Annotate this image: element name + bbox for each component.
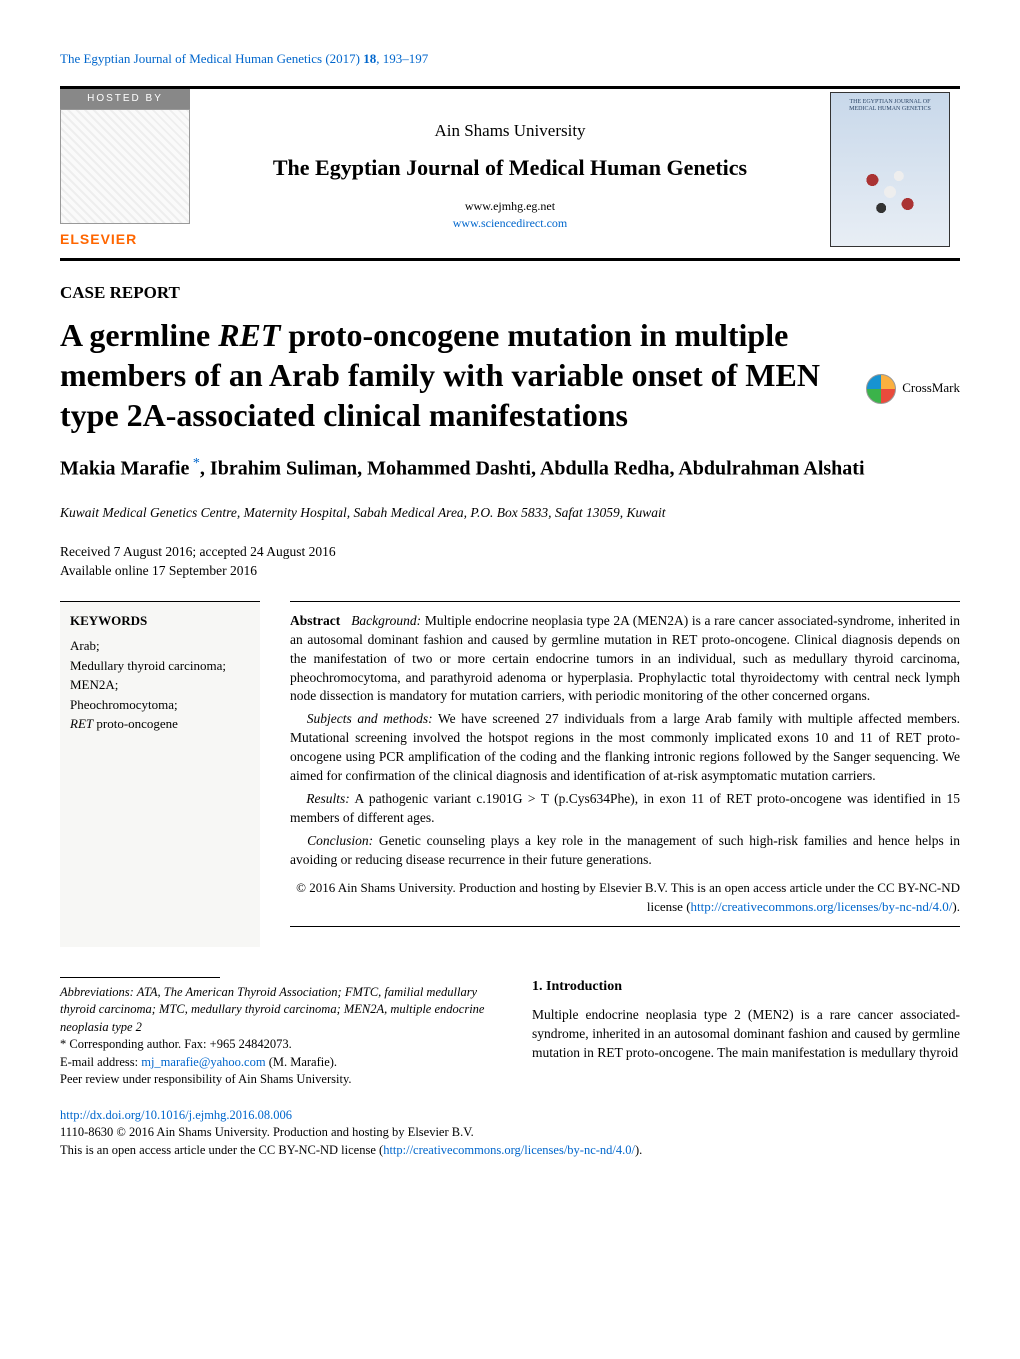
footer-license-link[interactable]: http://creativecommons.org/licenses/by-n… (383, 1143, 635, 1157)
abstract-copyright: © 2016 Ain Shams University. Production … (290, 879, 960, 915)
university-name: Ain Shams University (210, 119, 810, 143)
journal-cover-thumbnail: THE EGYPTIAN JOURNAL OF MEDICAL HUMAN GE… (830, 92, 950, 247)
abstract-label: Abstract (290, 613, 340, 628)
abstract-column: Abstract Background: Multiple endocrine … (290, 601, 960, 947)
peer-review-note: Peer review under responsibility of Ain … (60, 1071, 492, 1089)
cover-column: THE EGYPTIAN JOURNAL OF MEDICAL HUMAN GE… (830, 92, 960, 247)
open-access-line: This is an open access article under the… (60, 1143, 642, 1157)
article-dates: Received 7 August 2016; accepted 24 Augu… (60, 543, 960, 581)
page-footer: http://dx.doi.org/10.1016/j.ejmhg.2016.0… (60, 1107, 960, 1160)
conclusion-label: Conclusion: (307, 833, 373, 848)
keywords-heading: KEYWORDS (70, 612, 250, 630)
license-link[interactable]: http://creativecommons.org/licenses/by-n… (691, 899, 953, 914)
email-link[interactable]: mj_marafie@yahoo.com (141, 1055, 265, 1069)
issn-line: 1110-8630 © 2016 Ain Shams University. P… (60, 1125, 474, 1139)
conclusion-text: Genetic counseling plays a key role in t… (290, 833, 960, 867)
intro-text: Multiple endocrine neoplasia type 2 (MEN… (532, 1006, 960, 1063)
corresp-marker[interactable]: * (189, 456, 200, 471)
affiliation: Kuwait Medical Genetics Centre, Maternit… (60, 504, 960, 523)
journal-urls: www.ejmhg.eg.net www.sciencedirect.com (210, 198, 810, 232)
citation-line: The Egyptian Journal of Medical Human Ge… (60, 50, 960, 68)
keywords-list: Arab;Medullary thyroid carcinoma;MEN2A;P… (70, 636, 250, 734)
hosted-by-label: HOSTED BY (60, 89, 190, 109)
journal-name: The Egyptian Journal of Medical Human Ge… (210, 153, 810, 184)
email-line: E-mail address: mj_marafie@yahoo.com (M.… (60, 1054, 492, 1072)
article-type: CASE REPORT (60, 281, 960, 305)
elsevier-tree-icon (60, 109, 190, 224)
author-list: Makia Marafie *, Ibrahim Suliman, Mohamm… (60, 455, 960, 483)
article-title: A germline RET proto-oncogene mutation i… (60, 315, 846, 435)
footnotes-column: Abbreviations: ATA, The American Thyroid… (60, 977, 492, 1089)
journal-info-column: Ain Shams University The Egyptian Journa… (210, 107, 810, 231)
footer-columns: Abbreviations: ATA, The American Thyroid… (60, 977, 960, 1089)
abstract-bottom-rule (290, 926, 960, 927)
corresponding-author: * Corresponding author. Fax: +965 248420… (60, 1036, 492, 1054)
doi-link[interactable]: http://dx.doi.org/10.1016/j.ejmhg.2016.0… (60, 1108, 292, 1122)
introduction-column: 1. Introduction Multiple endocrine neopl… (532, 977, 960, 1089)
methods-label: Subjects and methods: (307, 711, 433, 726)
keywords-column: KEYWORDS Arab;Medullary thyroid carcinom… (60, 601, 260, 947)
abstract-block: KEYWORDS Arab;Medullary thyroid carcinom… (60, 601, 960, 947)
publisher-column: HOSTED BY ELSEVIER (60, 89, 190, 250)
cover-molecule-graphic (846, 156, 934, 236)
elsevier-logo: ELSEVIER (60, 230, 190, 250)
crossmark-badge[interactable]: CrossMark (866, 315, 960, 455)
abbreviations: Abbreviations: ATA, The American Thyroid… (60, 984, 492, 1037)
citation-link[interactable]: The Egyptian Journal of Medical Human Ge… (60, 51, 428, 66)
background-label: Background: (351, 613, 421, 628)
journal-header: HOSTED BY ELSEVIER Ain Shams University … (60, 86, 960, 261)
crossmark-icon (866, 374, 896, 404)
intro-heading: 1. Introduction (532, 977, 960, 997)
journal-url-2[interactable]: www.sciencedirect.com (453, 216, 568, 230)
journal-url-1: www.ejmhg.eg.net (465, 199, 555, 213)
crossmark-label: CrossMark (902, 379, 960, 397)
results-text: A pathogenic variant c.1901G > T (p.Cys6… (290, 791, 960, 825)
results-label: Results: (306, 791, 350, 806)
